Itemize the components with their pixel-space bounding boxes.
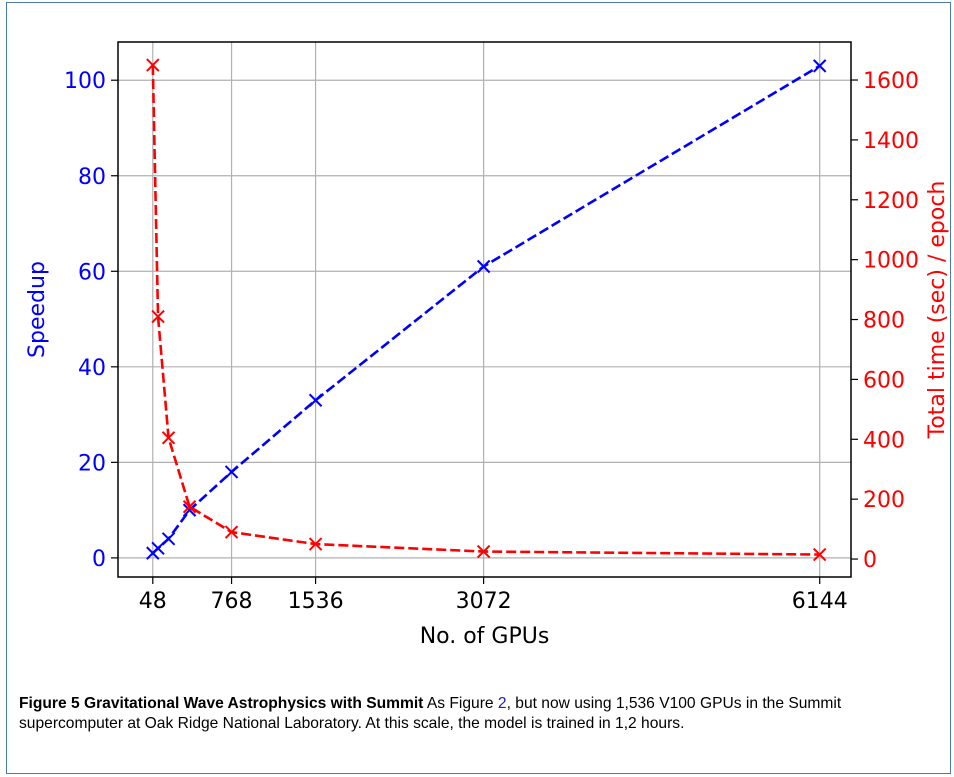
x-tick-label: 6144 [792, 589, 848, 614]
speedup-data-point [476, 259, 491, 274]
point-marker-stroke [182, 499, 197, 514]
point-marker-stroke [308, 537, 323, 551]
x-tick-label: 3072 [456, 589, 512, 614]
point-marker-stroke [161, 431, 176, 445]
right-tick-label: 1000 [863, 249, 919, 274]
left-tick-label: 0 [92, 547, 106, 572]
left-tick-label: 80 [78, 165, 106, 190]
point-marker-stroke [224, 465, 239, 479]
grid-lines [118, 42, 851, 577]
point-marker-stroke [151, 309, 165, 324]
point-marker-stroke [161, 532, 176, 546]
caption-text-2: , but now using 1,536 V100 GPUs in the S… [19, 695, 842, 732]
speedup-data-point [151, 541, 165, 556]
speedup-data-point [813, 59, 827, 73]
point-marker-stroke [224, 525, 239, 539]
left-axis-ticks: 0 20 40 60 80 100 [64, 69, 118, 572]
right-tick-label: 600 [863, 368, 905, 393]
speedup-data-point [224, 465, 239, 479]
total-time-data-point [146, 58, 160, 72]
right-tick-label: 400 [863, 428, 905, 453]
total-time-data-point [813, 547, 827, 562]
speedup-data-point [308, 393, 323, 407]
speedup-data-point [182, 503, 197, 517]
right-axis-ticks: 0 200 400 600 800 1000 1200 1600 1400 [851, 69, 919, 573]
left-tick-label: 20 [78, 451, 106, 476]
speedup-data-point [161, 532, 176, 546]
right-tick-label: 1200 [863, 189, 919, 214]
total-time-data-point [476, 544, 491, 559]
point-marker-stroke [308, 393, 323, 407]
caption-figure-link[interactable]: 2 [497, 695, 507, 712]
plot-area-border [117, 41, 852, 578]
total-time-data-point [161, 431, 176, 445]
total-time-data-point [224, 525, 239, 539]
left-tick-label: 60 [78, 260, 106, 285]
right-tick-label: 800 [863, 309, 905, 334]
left-tick-label: 100 [64, 69, 106, 94]
x-tick-label: 768 [211, 589, 253, 614]
speedup-series-line [151, 64, 821, 555]
point-marker-stroke [476, 544, 491, 559]
right-tick-label: 0 [863, 548, 877, 573]
total-time-data-point [151, 309, 165, 324]
right-tick-label: 1400 [863, 129, 919, 154]
x-tick-label: 1536 [288, 589, 344, 614]
x-axis-label: No. of GPUs [420, 624, 550, 649]
point-marker-stroke [151, 541, 165, 556]
x-axis-ticks: 48 768 1536 3072 6144 [139, 577, 848, 614]
caption-text-1: As Figure [423, 695, 498, 712]
total-time-data-point [182, 499, 197, 514]
x-tick-label: 48 [139, 589, 167, 614]
total-time-series-line [151, 65, 820, 556]
series-layer [146, 58, 827, 562]
dual-axis-line-chart: 48 768 1536 3072 6144 0 20 40 60 80 100 0 200 400 60… [25, 41, 950, 649]
right-tick-label: 200 [863, 488, 905, 513]
point-marker-stroke [476, 259, 491, 274]
right-tick-label: 1600 [863, 69, 919, 94]
caption-lead: Figure 5 Gravitational Wave Astrophysics… [19, 695, 424, 712]
figure-caption: Figure 5 Gravitational Wave Astrophysics… [19, 694, 944, 734]
total-time-data-point [308, 537, 323, 551]
left-axis-label: Speedup [25, 261, 50, 358]
right-axis-label: Total time (sec) / epoch [925, 181, 950, 440]
point-marker-stroke [146, 58, 160, 72]
point-marker-stroke [182, 503, 197, 517]
left-tick-label: 40 [78, 356, 106, 381]
point-marker-stroke [813, 59, 827, 73]
point-marker-stroke [813, 547, 827, 562]
